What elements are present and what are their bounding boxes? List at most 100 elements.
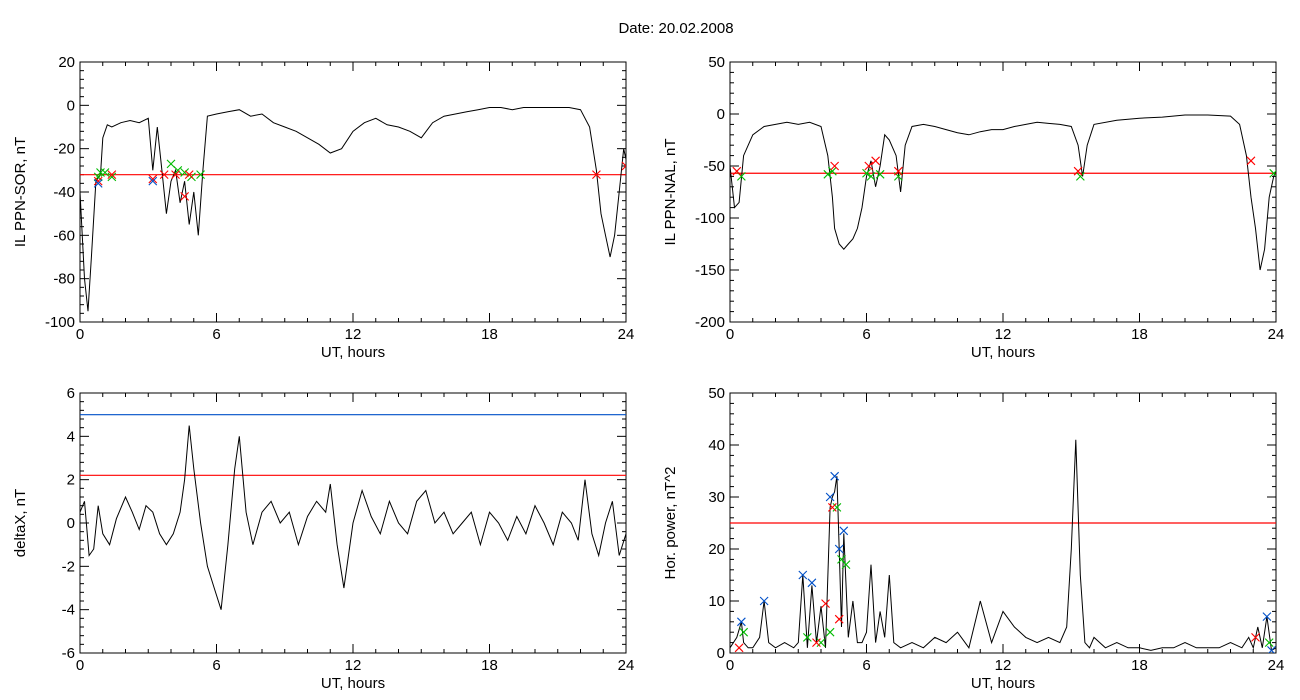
y-tick-label: 0 (67, 515, 75, 532)
x-tick-label: 6 (212, 326, 220, 343)
marker-green (816, 638, 826, 647)
x-tick-label: 24 (618, 657, 635, 674)
marker-red (864, 161, 874, 171)
marker-red (1073, 166, 1083, 176)
marker-red (734, 643, 744, 653)
y-tick-label: 4 (67, 428, 75, 445)
marker-red (171, 170, 180, 180)
marker-green (107, 172, 117, 182)
panel-hor-power: 0 6 12 18 24 0 10 20 30 40 50 UT, hours Hor. power, … (662, 385, 1284, 692)
y-tick-label: 50 (708, 385, 725, 402)
marker-red (180, 191, 190, 201)
marker-red (893, 166, 903, 176)
x-tick-label: 0 (76, 326, 84, 343)
marker-green (862, 168, 871, 178)
x-tick-label: 24 (1268, 657, 1285, 674)
marker-green (832, 503, 842, 512)
x-axis-label: UT, hours (971, 344, 1035, 361)
x-tick-label: 0 (726, 326, 734, 343)
y-axis-label: IL PPN-NAL, nT (662, 139, 679, 246)
marker-red (592, 170, 601, 180)
marker-red (107, 170, 117, 180)
y-tick-label: -100 (45, 314, 75, 331)
marker-red (821, 599, 830, 608)
marker-green (196, 170, 205, 180)
marker-green (827, 166, 837, 176)
marker-blue (807, 578, 817, 588)
x-tick-label: 18 (1131, 326, 1148, 343)
marker-green (739, 627, 749, 637)
marker-blue (93, 178, 103, 188)
y-tick-label: -6 (62, 645, 75, 662)
marker-green (825, 627, 835, 637)
x-axis-label: UT, hours (321, 675, 385, 692)
marker-blue (736, 617, 746, 627)
marker-red (812, 638, 821, 647)
marker-green (802, 633, 812, 642)
marker-red (159, 170, 169, 180)
marker-green (866, 172, 876, 181)
x-tick-label: 18 (1131, 657, 1148, 674)
y-tick-label: 6 (67, 385, 75, 402)
marker-green (841, 560, 851, 569)
panel-nal: 0 6 12 18 24 -200 -150 -100 -50 0 50 UT, hours IL PP… (662, 54, 1284, 361)
y-tick-label: 0 (67, 97, 75, 114)
x-tick-label: 6 (862, 657, 870, 674)
series-line (80, 425, 626, 610)
y-tick-label: 10 (708, 593, 725, 610)
series-line (80, 107, 626, 312)
marker-red (1246, 156, 1256, 166)
marker-red (834, 614, 844, 624)
y-tick-label: -200 (695, 314, 725, 331)
marker-red (621, 161, 626, 171)
y-tick-label: 2 (67, 472, 75, 489)
marker-blue (1267, 646, 1276, 653)
y-tick-label: -150 (695, 262, 725, 279)
marker-blue (825, 492, 835, 502)
marker-green (96, 168, 105, 177)
y-axis-label: deltaX, nT (12, 489, 29, 557)
x-tick-label: 18 (481, 326, 498, 343)
marker-green (1075, 172, 1085, 181)
marker-blue (830, 471, 840, 481)
figure-title: Date: 20.02.2008 (618, 20, 733, 37)
marker-green (823, 169, 833, 179)
x-tick-label: 6 (212, 657, 220, 674)
marker-red (148, 174, 158, 184)
marker-green (1269, 168, 1276, 178)
marker-green (93, 172, 103, 182)
y-tick-label: -80 (53, 271, 75, 288)
y-tick-label: 40 (708, 437, 725, 454)
marker-green (875, 169, 885, 179)
panel-sor: 0 6 12 18 24 -100 -80 -60 -40 -20 0 20 UT, hours IL P… (12, 54, 634, 361)
y-tick-label: 20 (58, 54, 75, 71)
marker-green (180, 168, 190, 177)
marker-red (732, 166, 742, 176)
marker-blue (148, 176, 158, 186)
x-tick-label: 24 (618, 326, 635, 343)
plot-frame (729, 61, 1277, 323)
y-axis-label: IL PPN-SOR, nT (12, 137, 29, 247)
marker-green (1264, 638, 1274, 647)
y-tick-label: 50 (708, 54, 725, 71)
y-tick-label: 20 (708, 541, 725, 558)
y-tick-label: 0 (717, 645, 725, 662)
series-line (730, 439, 1276, 652)
marker-green (100, 168, 110, 177)
marker-blue (798, 570, 808, 580)
x-tick-label: 18 (481, 657, 498, 674)
marker-red (1251, 633, 1260, 642)
y-tick-label: -40 (53, 184, 75, 201)
marker-blue (839, 526, 849, 536)
x-tick-label: 12 (345, 657, 362, 674)
x-tick-label: 12 (995, 326, 1012, 343)
marker-red (184, 170, 194, 180)
plot-frame (79, 61, 627, 323)
x-tick-label: 6 (862, 326, 870, 343)
y-tick-label: -100 (695, 210, 725, 227)
y-tick-label: -50 (703, 158, 725, 175)
x-tick-label: 0 (726, 657, 734, 674)
x-tick-label: 0 (76, 657, 84, 674)
